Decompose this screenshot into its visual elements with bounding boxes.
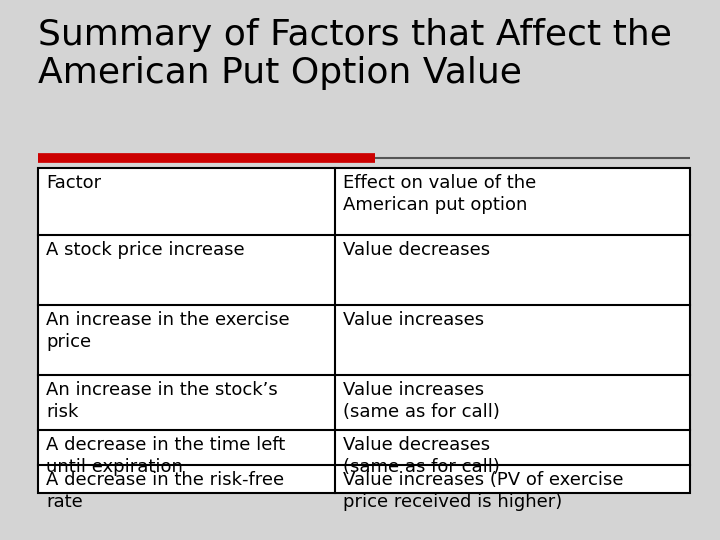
Text: Effect on value of the
American put option: Effect on value of the American put opti… <box>343 174 536 214</box>
Text: Value increases
(same as for call): Value increases (same as for call) <box>343 381 500 421</box>
Text: Value decreases
(same as for call): Value decreases (same as for call) <box>343 436 500 476</box>
Bar <box>38 168 690 493</box>
Text: A stock price increase: A stock price increase <box>46 241 245 259</box>
Text: Value increases (PV of exercise
price received is higher): Value increases (PV of exercise price re… <box>343 471 624 511</box>
Text: Value decreases: Value decreases <box>343 241 490 259</box>
Text: Summary of Factors that Affect the
American Put Option Value: Summary of Factors that Affect the Ameri… <box>38 18 672 90</box>
Text: Factor: Factor <box>46 174 101 192</box>
Text: A decrease in the risk-free
rate: A decrease in the risk-free rate <box>46 471 284 511</box>
Text: An increase in the stock’s
risk: An increase in the stock’s risk <box>46 381 278 421</box>
Text: An increase in the exercise
price: An increase in the exercise price <box>46 311 289 351</box>
Text: A decrease in the time left
until expiration: A decrease in the time left until expira… <box>46 436 285 476</box>
Text: Value increases: Value increases <box>343 311 484 329</box>
